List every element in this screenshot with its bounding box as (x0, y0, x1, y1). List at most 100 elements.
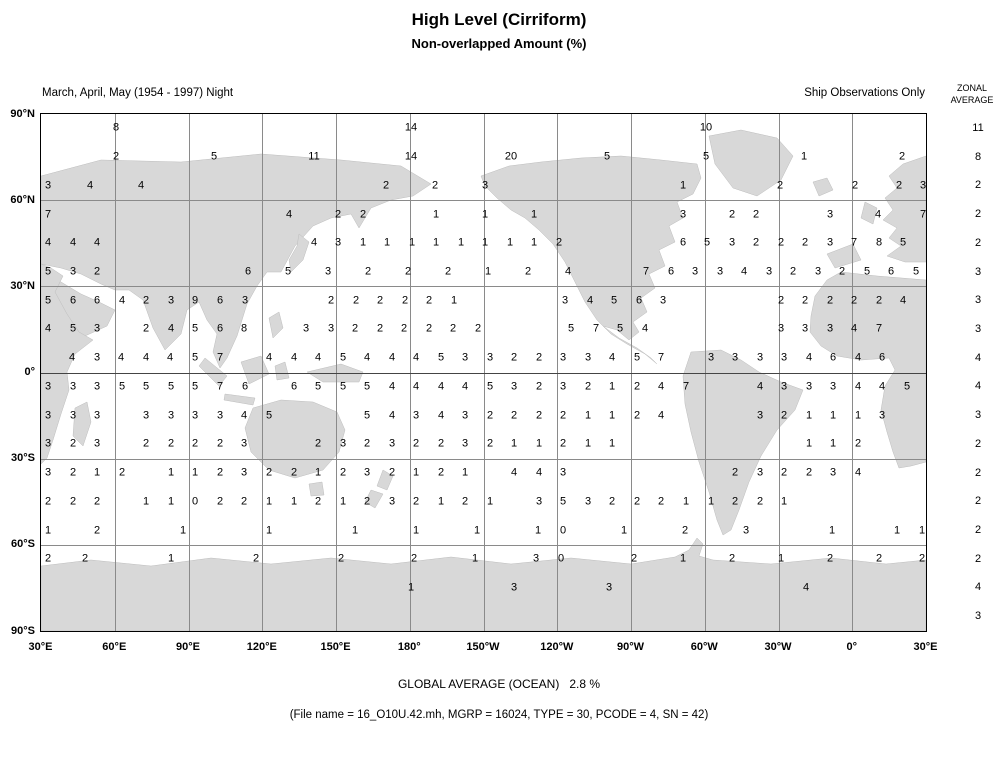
grid-value: 3 (756, 351, 764, 364)
zonal-header-line2: AVERAGE (950, 95, 994, 105)
grid-value: 1 (457, 236, 465, 249)
grid-value: 2 (112, 150, 120, 163)
zonal-average-value: 2 (974, 552, 982, 565)
grid-value: 2 (376, 322, 384, 335)
grid-value: 4 (535, 466, 543, 479)
grid-value: 3 (919, 179, 927, 192)
grid-value: 4 (437, 380, 445, 393)
grid-value: 2 (290, 466, 298, 479)
zonal-average-value: 2 (974, 495, 982, 508)
zonal-average-value: 2 (974, 466, 982, 479)
grid-value: 5 (912, 265, 920, 278)
grid-value: 2 (191, 437, 199, 450)
grid-value: 3 (878, 409, 886, 422)
grid-value: 3 (814, 265, 822, 278)
grid-value: 5 (633, 351, 641, 364)
grid-value: 2 (44, 495, 52, 508)
grid-value: 1 (432, 208, 440, 220)
grid-value: 3 (707, 351, 715, 364)
grid-value: 2 (535, 409, 543, 422)
grid-value: 4 (69, 236, 77, 249)
grid-value: 2 (756, 495, 764, 508)
grid-value: 4 (285, 208, 293, 220)
y-axis-label: 30°N (10, 279, 35, 292)
grid-value: 2 (216, 466, 224, 479)
madagascar-island (72, 401, 92, 447)
grid-value: 1 (351, 524, 359, 536)
grid-value: 2 (425, 322, 433, 335)
grid-value: 1 (608, 437, 616, 450)
grid-value: 4 (137, 179, 145, 192)
grid-value: 1 (481, 236, 489, 249)
grid-value: 3 (388, 437, 396, 450)
grid-value: 1 (893, 524, 901, 536)
grid-value: 4 (878, 380, 886, 393)
zonal-header-line1: ZONAL (956, 83, 987, 93)
grid-value: 1 (142, 495, 150, 508)
grid-value: 3 (535, 495, 543, 508)
grid-value: 2 (875, 294, 883, 307)
grid-value: 14 (404, 121, 418, 134)
grid-value: 2 (555, 236, 563, 249)
grid-value: 4 (657, 409, 665, 422)
grid-value: 2 (410, 552, 418, 565)
grid-value: 1 (486, 495, 494, 508)
grid-value: 2 (240, 495, 248, 508)
grid-value: 6 (244, 265, 252, 278)
gridline-horizontal (41, 286, 926, 288)
zonal-average-value: 2 (974, 524, 982, 536)
grid-value: 3 (93, 437, 101, 450)
grid-value: 2 (801, 236, 809, 249)
y-axis-label: 0° (24, 366, 35, 378)
grid-value: 7 (850, 236, 858, 249)
zonal-average-value: 2 (974, 236, 982, 249)
grid-value: 2 (486, 409, 494, 422)
grid-value: 6 (829, 351, 837, 364)
grid-value: 1 (44, 524, 52, 536)
grid-value: 1 (314, 466, 322, 479)
grid-value: 3 (461, 437, 469, 450)
grid-value: 2 (630, 552, 638, 565)
grid-value: 2 (510, 351, 518, 364)
y-axis-label: 60°S (11, 538, 35, 551)
grid-value: 2 (805, 466, 813, 479)
new-zealand-south-island (364, 489, 384, 509)
grid-value: 9 (191, 294, 199, 307)
grid-value: 5 (284, 265, 292, 278)
grid-value: 3 (826, 322, 834, 335)
grid-value: 1 (534, 524, 542, 536)
grid-value: 1 (780, 495, 788, 508)
grid-value: 3 (780, 351, 788, 364)
grid-value: 2 (69, 495, 77, 508)
grid-value: 7 (216, 380, 224, 393)
grid-value: 5 (191, 380, 199, 393)
gridline-horizontal (41, 544, 926, 546)
grid-value: 5 (903, 380, 911, 393)
grid-value: 7 (216, 351, 224, 364)
grid-value: 3 (216, 409, 224, 422)
grid-value: 4 (854, 466, 862, 479)
grid-value: 2 (93, 495, 101, 508)
grid-value: 2 (400, 322, 408, 335)
grid-value: 3 (191, 409, 199, 422)
grid-value: 5 (603, 150, 611, 163)
grid-value: 6 (290, 380, 298, 393)
grid-value: 5 (616, 322, 624, 335)
grid-value: 5 (899, 236, 907, 249)
grid-value: 1 (829, 409, 837, 422)
grid-value: 2 (776, 179, 784, 192)
sumatra-island (198, 357, 228, 387)
grid-value: 1 (918, 524, 926, 536)
grid-value: 3 (561, 294, 569, 307)
grid-value: 0 (559, 524, 567, 536)
grid-value: 2 (731, 466, 739, 479)
grid-value: 2 (838, 265, 846, 278)
grid-value: 5 (191, 351, 199, 364)
grid-value: 6 (216, 322, 224, 335)
grid-value: 3 (93, 380, 101, 393)
grid-value: 1 (265, 524, 273, 536)
grid-value: 2 (584, 380, 592, 393)
grid-value: 2 (752, 236, 760, 249)
grid-value: 4 (388, 380, 396, 393)
grid-value: 2 (608, 495, 616, 508)
